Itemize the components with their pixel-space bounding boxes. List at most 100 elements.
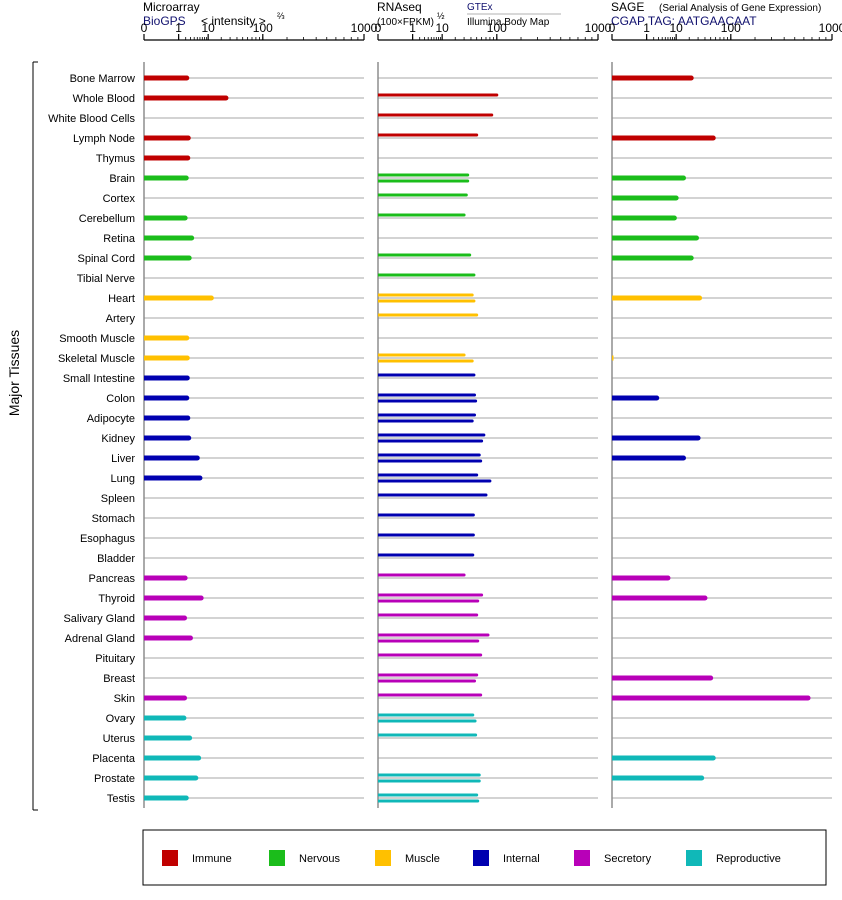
x-tick-label: 100 (721, 21, 741, 35)
legend-label: Muscle (405, 853, 440, 865)
legend-item-secretory: Secretory (574, 850, 652, 866)
expression-bar (378, 133, 477, 137)
expression-bar-cap (466, 173, 470, 177)
sage-title: SAGE (611, 0, 644, 14)
tissue-label: Uterus (103, 733, 136, 745)
tissue-label: Cortex (103, 193, 136, 205)
tissue-label: Liver (111, 453, 135, 465)
expression-bar (144, 475, 200, 481)
x-tick-label: 0 (141, 21, 148, 35)
expression-bar-cap (198, 595, 204, 601)
x-tick-label: 1000 (585, 21, 612, 35)
expression-bar (378, 513, 474, 517)
expression-bar (612, 595, 705, 601)
expression-bar-cap (182, 615, 188, 621)
expression-bar-cap (193, 775, 199, 781)
legend-item-immune: Immune (162, 850, 232, 866)
legend-label: Internal (503, 853, 540, 865)
rnaseq-units: (100×FPKM) (377, 17, 434, 28)
header-rnaseq: RNAseq (100×FPKM) ½ GTEx Illumina Body M… (377, 0, 561, 28)
expression-bar-cap (495, 93, 499, 97)
tissue-label: Stomach (92, 513, 135, 525)
left-axis-label: Major Tissues (6, 330, 22, 416)
expression-bars (144, 75, 811, 803)
expression-bar-cap (182, 215, 188, 221)
expression-bar (144, 615, 185, 621)
expression-bar (144, 75, 187, 81)
x-tick-label: 10 (435, 21, 449, 35)
panel-axes: 011010010000110100100001101001000 (141, 21, 842, 808)
expression-bar (378, 479, 490, 483)
tissue-label: Bone Marrow (70, 73, 135, 85)
legend-item-nervous: Nervous (269, 850, 340, 866)
left-bracket (32, 61, 38, 811)
expression-bar (378, 433, 484, 437)
expression-bar-cap (196, 755, 202, 761)
expression-bar-cap (477, 779, 481, 783)
expression-bar-cap (476, 599, 480, 603)
expression-bar (612, 135, 714, 141)
expression-bar-cap (490, 113, 494, 117)
expression-bar-cap (473, 413, 477, 417)
tissue-label: Spinal Cord (78, 253, 135, 265)
expression-bar-cap (184, 395, 190, 401)
expression-bar-cap (184, 335, 190, 341)
legend-swatch (375, 850, 391, 866)
expression-bar-cap (471, 713, 475, 717)
expression-bar (144, 355, 188, 361)
expression-bar (378, 613, 477, 617)
expression-bar-cap (699, 775, 705, 781)
tissue-label: Cerebellum (79, 213, 135, 225)
expression-bar (378, 493, 486, 497)
expression-bar-cap (477, 773, 481, 777)
expression-bar-cap (223, 95, 229, 101)
x-tick-label: 1 (643, 21, 650, 35)
sage-tag: CGAP TAG: AATGAACAAT (611, 14, 757, 28)
microarray-source: BioGPS (143, 14, 186, 28)
expression-bar-cap (654, 395, 660, 401)
expression-bar (378, 719, 476, 723)
rnaseq-title: RNAseq (377, 0, 422, 14)
expression-bar (144, 735, 190, 741)
rnaseq-source-gtex: GTEx (467, 2, 493, 13)
expression-bar-cap (473, 393, 477, 397)
expression-bar-cap (479, 653, 483, 657)
tissue-labels: Bone Marrow Whole Blood White Blood Cells L… (48, 73, 136, 805)
expression-bar (144, 635, 191, 641)
expression-bar-cap (697, 295, 703, 301)
expression-bar-cap (665, 575, 671, 581)
expression-bar (144, 235, 192, 241)
expression-bar-cap (688, 75, 694, 81)
expression-bar (144, 215, 186, 221)
tissue-label: Skin (114, 693, 135, 705)
expression-bar-cap (189, 235, 195, 241)
expression-bar (612, 75, 692, 81)
legend: Immune Nervous Muscle Internal Secretory Repr… (162, 850, 781, 866)
expression-bar (378, 93, 497, 97)
expression-bar-cap (681, 175, 687, 181)
expression-bar-cap (182, 575, 188, 581)
expression-bar (378, 273, 474, 277)
tissue-label: Small Intestine (63, 373, 135, 385)
expression-bar (378, 773, 480, 777)
expression-bar-cap (475, 313, 479, 317)
expression-bar-cap (708, 675, 714, 681)
expression-bar (144, 595, 202, 601)
tissue-label: Adipocyte (87, 413, 135, 425)
tissue-label: Lung (111, 473, 135, 485)
expression-bar (378, 799, 478, 803)
expression-bar (378, 693, 481, 697)
x-tick-label: 0 (609, 21, 616, 35)
expression-bar-cap (476, 799, 480, 803)
expression-bar-cap (474, 399, 478, 403)
tissue-label: Tibial Nerve (77, 273, 135, 285)
expression-bar (612, 435, 699, 441)
expression-bar (378, 533, 474, 537)
microarray-units: < intensity > (201, 14, 266, 28)
expression-bar-cap (184, 355, 190, 361)
tissue-label: Kidney (101, 433, 135, 445)
legend-label: Immune (192, 853, 232, 865)
x-tick-label: 1 (175, 21, 182, 35)
tissue-label: Brain (109, 173, 135, 185)
